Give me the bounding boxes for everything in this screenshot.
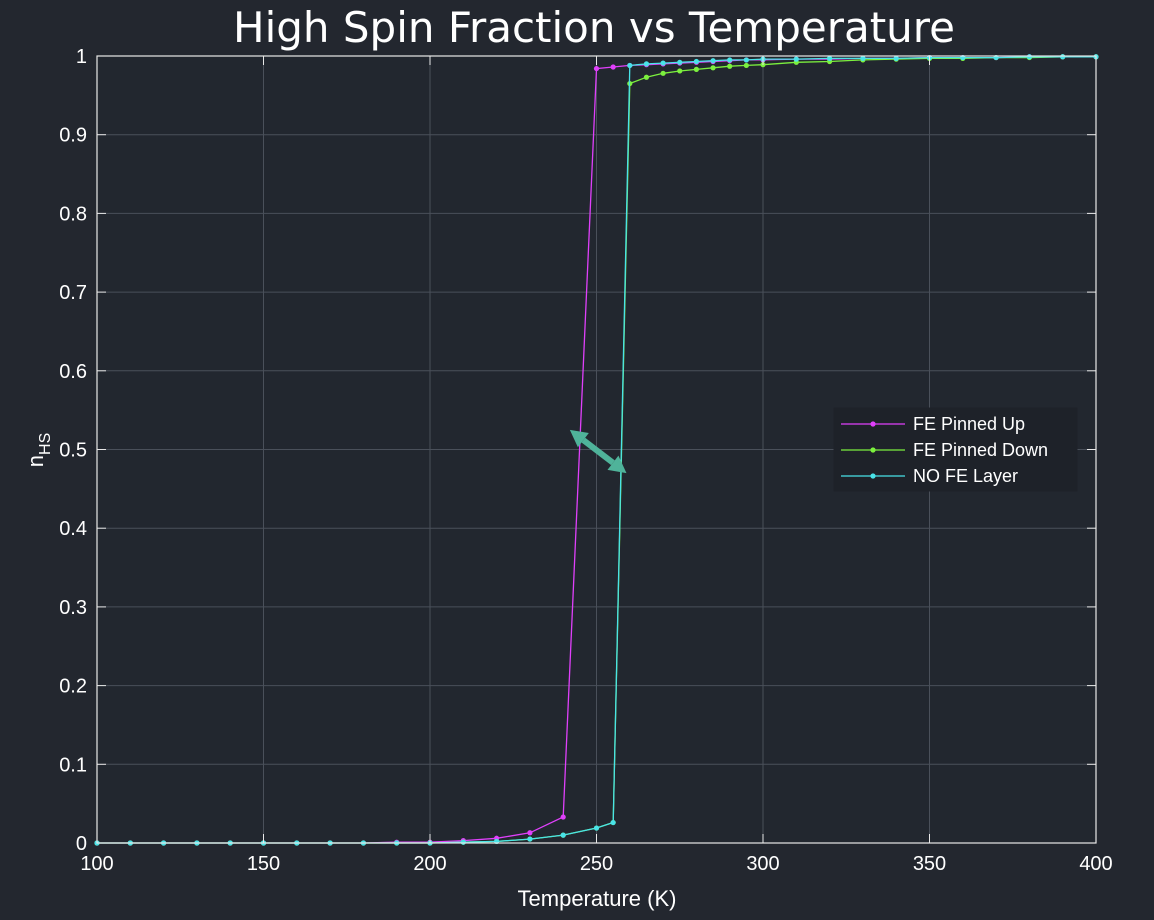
y-tick-label: 0.8	[59, 203, 87, 225]
y-tick-label: 1	[76, 46, 87, 68]
data-point	[560, 832, 566, 838]
data-point	[727, 63, 733, 69]
data-point	[593, 65, 600, 72]
x-tick-label: 300	[746, 853, 779, 875]
data-point	[660, 70, 666, 76]
y-tick-label: 0	[76, 833, 87, 855]
y-tick-label: 0.5	[59, 440, 87, 462]
y-axis-label-main: n	[23, 455, 48, 467]
axis-ticks	[96, 55, 1097, 844]
double-arrow-head-right	[607, 455, 627, 474]
data-point	[643, 61, 650, 67]
data-point	[793, 56, 799, 62]
data-point	[527, 836, 533, 842]
data-point	[727, 57, 733, 63]
x-tick-label: 350	[913, 853, 946, 875]
data-point	[860, 55, 866, 61]
x-tick-label: 250	[580, 853, 613, 875]
data-point	[660, 60, 666, 66]
legend-item: NO FE Layer	[841, 466, 1018, 486]
data-point	[693, 66, 700, 72]
legend: FE Pinned Up FE Pinned Down NO FE Layer	[833, 407, 1078, 492]
x-tick-label: 200	[413, 853, 446, 875]
annotation-layer	[569, 429, 627, 474]
legend-item: FE Pinned Down	[841, 440, 1048, 460]
data-point	[827, 55, 833, 61]
legend-swatch-marker	[870, 473, 876, 479]
y-tick-label: 0.2	[59, 676, 87, 698]
x-tick-label: 150	[247, 853, 280, 875]
x-tick-labels: 100 150 200 250 300 350 400	[80, 853, 1112, 875]
x-axis-label: Temperature (K)	[518, 886, 677, 911]
data-point	[627, 62, 633, 69]
chart-title: High Spin Fraction vs Temperature	[233, 3, 955, 52]
data-point	[593, 825, 600, 831]
data-point	[610, 819, 616, 826]
legend-swatch-marker	[870, 421, 876, 427]
y-tick-label: 0.4	[59, 518, 87, 540]
data-point	[677, 68, 683, 74]
y-axis-label-sub: HS	[37, 433, 54, 455]
y-tick-label: 0.9	[59, 125, 87, 147]
data-point	[527, 830, 533, 836]
legend-label: NO FE Layer	[913, 466, 1018, 486]
x-tick-label: 400	[1079, 853, 1112, 875]
data-point	[743, 62, 749, 69]
data-point	[460, 839, 466, 845]
data-point	[710, 65, 716, 71]
legend-label: FE Pinned Down	[913, 440, 1048, 460]
double-arrow-shaft	[581, 437, 615, 466]
double-arrow-head-left	[569, 429, 589, 448]
legend-swatch-marker	[870, 447, 876, 453]
y-tick-label: 0.1	[59, 754, 87, 776]
data-point	[693, 58, 700, 65]
y-tick-label: 0.7	[59, 282, 87, 304]
data-point	[743, 57, 749, 63]
data-point	[1060, 54, 1066, 60]
data-point	[710, 58, 716, 64]
data-point	[893, 55, 899, 61]
x-tick-label: 100	[80, 853, 113, 875]
legend-label: FE Pinned Up	[913, 414, 1025, 434]
y-axis-label: nHS	[23, 433, 54, 467]
data-point	[560, 814, 566, 820]
y-tick-label: 0.3	[59, 597, 87, 619]
y-tick-labels: 0 0.1 0.2 0.3 0.4 0.5 0.6 0.7 0.8 0.9 1	[59, 46, 87, 855]
data-point	[610, 64, 616, 70]
y-tick-label: 0.6	[59, 361, 87, 383]
legend-item: FE Pinned Up	[841, 414, 1025, 434]
data-point	[643, 74, 650, 80]
svg-text:nHS: nHS	[23, 433, 54, 467]
data-point	[1026, 54, 1032, 60]
data-point	[677, 59, 683, 65]
